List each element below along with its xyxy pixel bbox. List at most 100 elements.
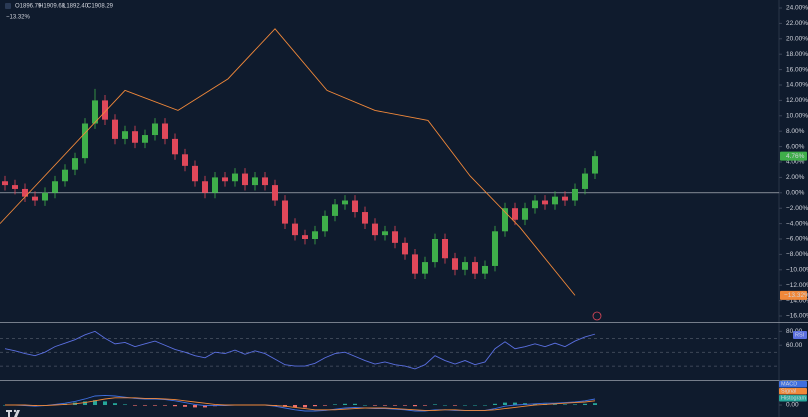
candle-body <box>32 196 38 201</box>
candle-body <box>2 181 8 186</box>
histogram-bar <box>473 405 477 406</box>
histogram-bar <box>493 403 497 405</box>
rsi-label: RSI <box>795 332 805 338</box>
event-icon[interactable] <box>592 311 602 321</box>
candle-body <box>462 262 468 270</box>
histogram-bar <box>483 405 487 406</box>
legend-label: Histogram <box>781 395 806 401</box>
histogram-bar <box>113 403 117 405</box>
y-tick-label: 10.00% <box>786 113 808 120</box>
candle-body <box>442 239 448 259</box>
histogram-bar <box>593 403 597 405</box>
candle-body <box>392 231 398 243</box>
logo <box>6 409 20 417</box>
candle-body <box>452 258 458 270</box>
histogram-bar <box>503 402 507 405</box>
candle-body <box>292 223 298 236</box>
histogram-bar <box>353 403 357 405</box>
candle-body <box>132 131 138 143</box>
y-tick-label: 60.00 <box>786 342 803 349</box>
symbol-icon[interactable] <box>5 3 11 9</box>
histogram-bar <box>563 404 567 405</box>
candle-body <box>342 200 348 205</box>
histogram-bar <box>173 405 177 407</box>
candle-body <box>102 100 108 120</box>
candle-body <box>412 254 418 274</box>
macd-line <box>5 397 596 411</box>
rsi-line <box>4 330 596 370</box>
histogram-bar <box>373 405 377 406</box>
y-tick-label: −10.00% <box>786 267 808 274</box>
candle-body <box>282 200 288 224</box>
ohlc-value: O1896.79 <box>15 4 42 10</box>
histogram-bar <box>193 405 197 408</box>
candle-body <box>112 119 118 139</box>
y-tick-label: 24.00% <box>786 5 808 12</box>
candle-body <box>402 242 408 255</box>
histogram-bar <box>293 405 297 408</box>
candle-body <box>582 173 588 189</box>
candle-body <box>492 231 498 266</box>
histogram-bar <box>123 404 127 405</box>
candle-body <box>382 231 388 236</box>
candle-body <box>302 235 308 239</box>
histogram-bar <box>93 400 97 405</box>
candle-body <box>162 123 168 139</box>
histogram-bar <box>83 401 87 405</box>
histogram-bar <box>343 403 347 405</box>
candle-body <box>542 200 548 205</box>
candle-body <box>212 177 218 193</box>
candle-body <box>562 196 568 201</box>
y-tick-label: 0.00% <box>786 190 805 197</box>
candle-body <box>222 177 228 182</box>
legend-box <box>779 388 807 395</box>
histogram-bar <box>573 404 577 405</box>
price-label-box <box>780 151 807 161</box>
candle-body <box>262 177 268 186</box>
histogram-bar <box>453 405 457 406</box>
logo-part <box>14 410 20 417</box>
y-tick-label: −12.00% <box>786 282 808 289</box>
candle-body <box>252 177 258 186</box>
candle-body <box>242 173 248 186</box>
candle-body <box>62 169 68 182</box>
candle-body <box>502 208 508 232</box>
candle-body <box>372 223 378 236</box>
histogram-bar <box>383 405 387 406</box>
candle-body <box>202 181 208 193</box>
y-tick-label: −4.00% <box>786 220 808 227</box>
histogram-bar <box>413 405 417 407</box>
histogram-bar <box>183 405 187 407</box>
y-tick-label: 12.00% <box>786 97 808 104</box>
candle-body <box>172 138 178 155</box>
candle-body <box>512 208 518 220</box>
ohlc-value: L1892.40 <box>63 4 89 10</box>
logo-part <box>8 410 10 417</box>
y-tick-label: 6.00% <box>786 143 805 150</box>
rsi-label-box <box>793 331 807 339</box>
candle-body <box>322 215 328 232</box>
candle-body <box>572 188 578 201</box>
ohlc-value: C1908.29 <box>87 4 114 10</box>
legend-label: MACD <box>781 381 797 387</box>
histogram-bar <box>203 405 207 408</box>
histogram-bar <box>133 405 137 406</box>
legend-label: Signal <box>781 388 796 394</box>
candle-body <box>432 239 438 263</box>
y-tick-label: 0.00 <box>786 402 799 409</box>
indicator-line <box>0 28 576 296</box>
candle-body <box>142 135 148 143</box>
candle-body <box>592 156 598 174</box>
histogram-bar <box>153 405 157 406</box>
indicator-value: −13.32% <box>6 15 31 21</box>
histogram-bar <box>443 405 447 406</box>
candle-body <box>52 181 58 193</box>
histogram-bar <box>163 405 167 406</box>
y-tick-label: −16.00% <box>786 313 808 320</box>
histogram-bar <box>303 405 307 408</box>
candle-body <box>82 123 88 159</box>
candle-body <box>422 262 428 274</box>
histogram-bar <box>433 404 437 405</box>
